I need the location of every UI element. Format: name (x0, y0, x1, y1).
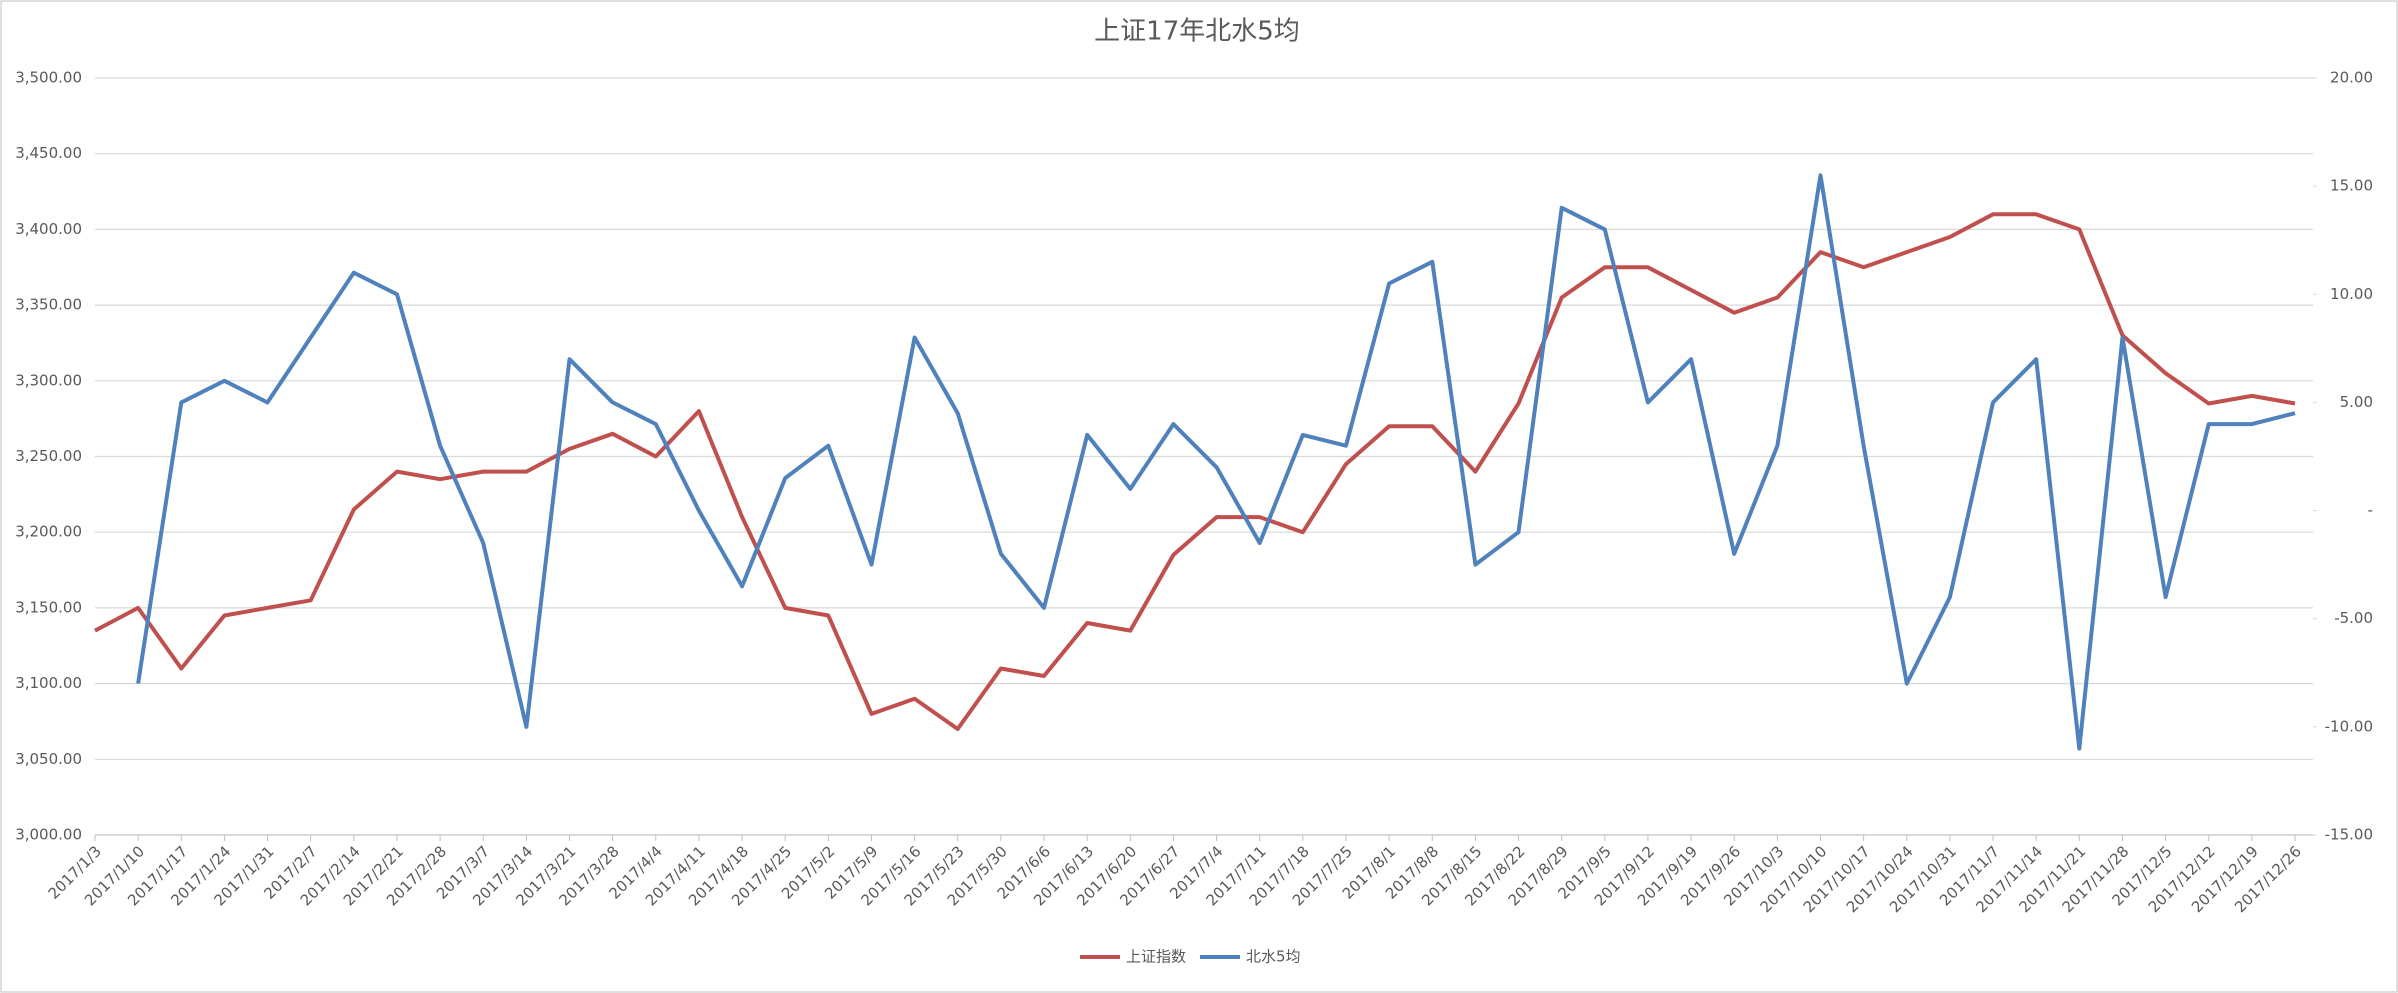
series-line (136, 173, 2296, 751)
y2-tick-label: 15.00 (2330, 177, 2373, 195)
y-tick-label: 3,400.00 (15, 220, 82, 238)
legend-label: 上证指数 (1126, 948, 1186, 966)
y-tick-label: 3,000.00 (15, 826, 82, 844)
y-tick-label: 3,450.00 (15, 144, 82, 162)
y-tick-label: 3,150.00 (15, 598, 82, 616)
y2-tick-label: 10.00 (2330, 285, 2373, 303)
series-line (94, 212, 2296, 731)
y-tick-label: 3,200.00 (15, 523, 82, 541)
y2-tick-label: -15.00 (2325, 826, 2373, 844)
y2-tick-label: -5.00 (2334, 609, 2373, 627)
chart-title: 上证17年北水5均 (1094, 17, 1300, 47)
legend-label: 北水5均 (1246, 948, 1301, 966)
y2-tick-label: 5.00 (2340, 393, 2373, 411)
y-tick-label: 3,100.00 (15, 674, 82, 692)
y-tick-label: 3,500.00 (15, 69, 82, 87)
y-tick-label: 3,050.00 (15, 750, 82, 768)
y-tick-label: 3,350.00 (15, 296, 82, 314)
y2-tick-label: -10.00 (2325, 717, 2373, 735)
y2-tick-label: - (2368, 501, 2373, 519)
y-tick-label: 3,300.00 (15, 371, 82, 389)
y-tick-label: 3,250.00 (15, 447, 82, 465)
y2-tick-label: 20.00 (2330, 69, 2373, 87)
